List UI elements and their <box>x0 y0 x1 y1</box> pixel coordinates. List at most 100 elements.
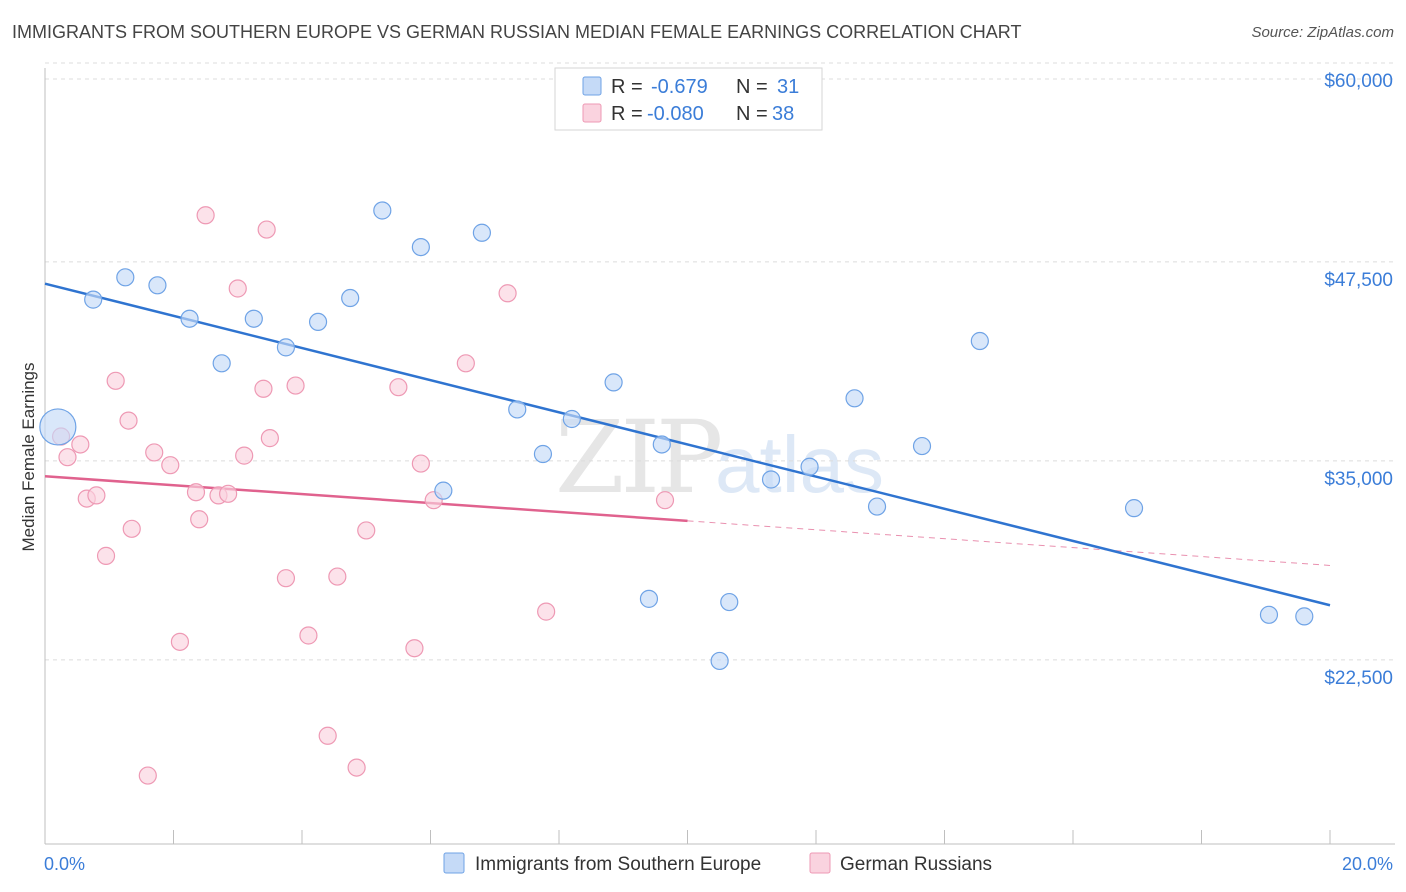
point-southern-europe <box>720 592 739 612</box>
point-german-russians <box>389 378 408 397</box>
point-southern-europe <box>472 223 491 242</box>
point-german-russians <box>318 726 337 745</box>
point-southern-europe <box>1259 605 1279 624</box>
point-german-russians <box>456 354 475 373</box>
legend-r-value-southern-europe: -0.679 <box>651 76 708 98</box>
point-southern-europe <box>800 457 819 476</box>
point-southern-europe <box>116 268 135 287</box>
point-southern-europe <box>244 309 263 328</box>
point-german-russians <box>254 379 273 398</box>
point-german-russians <box>498 284 517 303</box>
point-southern-europe <box>604 373 623 392</box>
point-southern-europe <box>562 409 581 429</box>
trend-line-german-russians <box>44 475 688 523</box>
series-legend: Immigrants from Southern Europe German R… <box>443 852 992 875</box>
chart-title: IMMIGRANTS FROM SOUTHERN EUROPE VS GERMA… <box>12 22 1022 42</box>
point-southern-europe <box>84 290 103 309</box>
legend-label-southern-europe: Immigrants from Southern Europe <box>475 854 761 875</box>
point-southern-europe <box>212 354 231 373</box>
point-german-russians <box>299 626 318 645</box>
legend-swatch-german-russians <box>582 103 602 123</box>
legend-n-value-southern-europe: 31 <box>777 76 799 98</box>
point-german-russians <box>196 206 215 225</box>
point-german-russians <box>655 491 675 510</box>
point-southern-europe <box>710 651 729 671</box>
point-german-russians <box>257 220 276 239</box>
point-german-russians <box>276 569 296 588</box>
point-southern-europe <box>341 288 360 308</box>
point-german-russians <box>106 371 125 390</box>
y-tick-label: $47,500 <box>1324 270 1393 291</box>
point-southern-europe <box>867 497 887 516</box>
y-tick-label: $60,000 <box>1324 71 1393 92</box>
point-southern-europe <box>533 444 553 464</box>
point-southern-europe <box>39 408 77 446</box>
point-southern-europe <box>912 436 932 456</box>
point-german-russians <box>537 602 556 621</box>
trend-line-southern-europe <box>44 282 1331 607</box>
legend-n-label-german-russians: N = <box>736 103 768 125</box>
point-southern-europe <box>276 338 296 357</box>
point-german-russians <box>145 443 164 462</box>
point-german-russians <box>286 376 305 395</box>
data-points <box>39 201 1314 785</box>
point-german-russians <box>71 435 90 454</box>
x-tick-labels: 0.0% 20.0% <box>44 854 1393 874</box>
y-axis-label: Median Female Earnings <box>19 363 38 552</box>
legend-label-german-russians: German Russians <box>840 854 992 875</box>
y-tick-labels: $60,000 $47,500 $35,000 $22,500 <box>1324 71 1393 689</box>
legend-swatch-southern-europe-bottom <box>443 852 465 874</box>
point-german-russians <box>186 483 206 502</box>
point-german-russians <box>260 429 279 448</box>
point-southern-europe <box>508 400 527 419</box>
point-southern-europe <box>373 201 392 220</box>
legend-swatch-german-russians-bottom <box>809 852 831 874</box>
point-german-russians <box>96 546 116 565</box>
legend-n-value-german-russians: 38 <box>772 103 794 125</box>
point-southern-europe <box>411 237 430 257</box>
point-german-russians <box>170 632 190 651</box>
legend-n-label-southern-europe: N = <box>736 76 768 98</box>
point-southern-europe <box>761 470 781 489</box>
point-german-russians <box>219 484 238 503</box>
point-german-russians <box>347 758 366 777</box>
x-tick-label-min: 0.0% <box>44 854 85 874</box>
point-german-russians <box>122 519 141 538</box>
trend-lines <box>44 282 1331 607</box>
point-southern-europe <box>180 309 199 328</box>
point-southern-europe <box>845 389 864 408</box>
y-tick-label: $22,500 <box>1324 668 1393 689</box>
axes <box>44 68 1395 845</box>
point-german-russians <box>405 639 424 658</box>
point-german-russians <box>58 448 77 467</box>
watermark-atlas: atlas <box>715 420 884 509</box>
point-southern-europe <box>970 331 989 351</box>
point-german-russians <box>411 454 430 473</box>
point-german-russians <box>190 510 209 529</box>
legend-r-label-german-russians: R = <box>611 103 643 125</box>
watermark: ZIP atlas <box>555 399 884 516</box>
point-german-russians <box>87 486 106 505</box>
point-german-russians <box>228 279 247 298</box>
point-german-russians <box>328 567 347 586</box>
point-southern-europe <box>1295 607 1314 626</box>
stats-legend: R = -0.679 N = 31 R = -0.080 N = 38 <box>554 67 823 131</box>
chart-source: Source: ZipAtlas.com <box>1251 24 1394 41</box>
legend-r-value-german-russians: -0.080 <box>647 103 704 125</box>
y-tick-label: $35,000 <box>1324 469 1393 490</box>
legend-swatch-southern-europe <box>582 76 602 96</box>
point-southern-europe <box>652 435 671 454</box>
point-german-russians <box>138 766 157 785</box>
point-german-russians <box>161 456 180 475</box>
point-german-russians <box>119 411 138 430</box>
point-southern-europe <box>639 589 659 608</box>
point-german-russians <box>357 521 376 540</box>
point-southern-europe <box>148 276 167 295</box>
legend-r-label-southern-europe: R = <box>611 76 643 98</box>
x-tick-label-max: 20.0% <box>1342 854 1393 874</box>
point-southern-europe <box>1124 499 1144 518</box>
point-german-russians <box>235 446 254 465</box>
point-southern-europe <box>434 481 453 500</box>
point-southern-europe <box>308 312 328 332</box>
